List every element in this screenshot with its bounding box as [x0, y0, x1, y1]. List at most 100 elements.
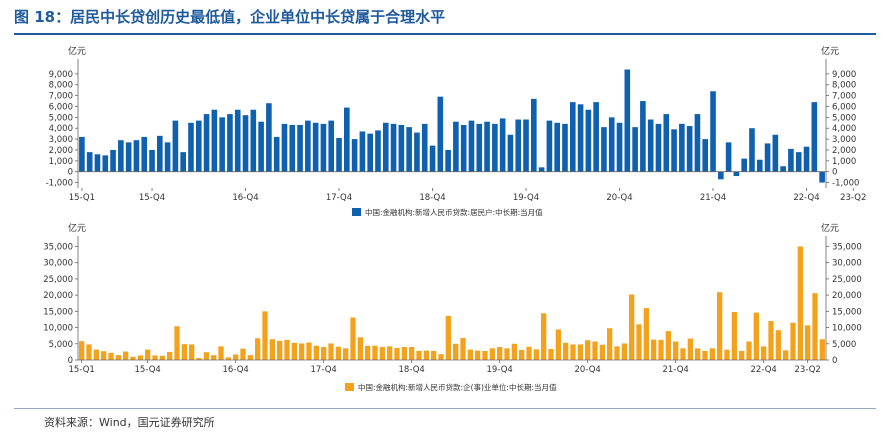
chart1-bar-78 [686, 126, 693, 172]
chart2-bar-24 [255, 338, 261, 360]
chart1-bar-39 [382, 122, 389, 172]
chart1-left-tick-label-2: 1,000 [49, 157, 73, 167]
chart1-bar-68 [608, 117, 615, 172]
chart2-bar-46 [416, 350, 422, 360]
chart1-legend-label: 中国:金融机构:新增人民币贷款:居民户:中长期:当月值 [365, 207, 543, 217]
chart1-bar-53 [492, 123, 498, 172]
chart1-bar-76 [671, 129, 677, 172]
household-loan-chart: 亿元 亿元 -1,00001,0002,0003,0004,0005,0006,… [46, 45, 867, 217]
chart1-bar-61 [554, 122, 560, 172]
chart2-left-tick-label-3: 15,000 [43, 307, 73, 317]
chart1-bar-84 [733, 171, 740, 177]
chart2-bar-15 [189, 344, 195, 360]
chart1-bar-69 [616, 122, 623, 172]
chart1-bar-70 [624, 69, 631, 172]
chart1-bar-50 [468, 120, 475, 172]
chart1-bar-56 [515, 119, 522, 172]
chart2-bar-88 [724, 349, 730, 360]
chart1-bar-92 [795, 152, 802, 172]
chart2-bar-59 [511, 343, 517, 360]
chart1-bars [79, 69, 825, 183]
chart1-bar-8 [141, 136, 148, 172]
chart2-bar-89 [731, 312, 737, 360]
chart2-bar-74 [621, 343, 627, 360]
chart2-bar-83 [687, 338, 693, 360]
chart2-bar-58 [504, 348, 510, 360]
chart2-bar-5 [115, 355, 121, 360]
chart1-right-unit: 亿元 [821, 45, 839, 57]
chart1-bar-80 [702, 139, 709, 172]
chart2-bar-3 [101, 351, 107, 360]
chart2-bar-97 [790, 322, 796, 360]
chart1-bar-72 [640, 101, 646, 172]
chart2-x-axis-labels: 15-Q1 15-Q4 16-Q4 17-Q4 18-Q4 19-Q4 20-Q4 21-Q4… [69, 360, 821, 375]
chart1-bar-17 [211, 109, 218, 172]
chart2-bar-96 [783, 350, 789, 360]
chart1-bar-62 [562, 123, 568, 172]
chart2-bar-100 [812, 293, 818, 360]
footer-rule [14, 408, 876, 409]
chart1-axes [77, 59, 827, 188]
chart2-bar-51 [453, 343, 459, 360]
chart2-bar-60 [519, 349, 525, 360]
chart1-bar-13 [180, 152, 186, 172]
chart1-bar-15 [195, 120, 202, 172]
chart2-bar-67 [570, 344, 576, 360]
chart1-left-tick-label-7: 6,000 [49, 102, 73, 112]
chart1-right-tick-label-2: 1,000 [832, 157, 856, 167]
chart1-bar-57 [523, 119, 529, 172]
chart1-right-tick-label-10: 9,000 [832, 70, 856, 80]
chart2-bar-85 [702, 350, 708, 360]
chart2-axes [77, 236, 827, 361]
chart2-bar-53 [467, 349, 473, 360]
chart2-bar-73 [614, 346, 620, 360]
chart1-bar-88 [764, 143, 771, 172]
chart1-bar-90 [780, 166, 786, 172]
chart2-bar-71 [599, 344, 605, 360]
chart2-bar-99 [805, 325, 811, 360]
chart1-bar-77 [679, 123, 685, 172]
chart2-bar-18 [211, 355, 217, 360]
chart1-bar-94 [811, 102, 818, 172]
chart1-bar-16 [203, 114, 210, 172]
chart1-bar-40 [390, 123, 397, 172]
chart1-bar-66 [593, 102, 599, 172]
chart2-bar-75 [629, 294, 635, 360]
chart2-bar-28 [284, 339, 290, 360]
chart1-bar-54 [499, 118, 506, 172]
chart1-bar-91 [788, 148, 794, 172]
chart1-bar-34 [344, 107, 350, 172]
chart1-bar-81 [710, 91, 716, 172]
chart1-bar-19 [227, 114, 233, 172]
chart2-bar-36 [343, 348, 349, 360]
chart1-bar-18 [219, 117, 225, 172]
chart2-right-tick-label-7: 35,000 [832, 242, 862, 252]
chart1-x-tick-label-7: 21-Q4 [700, 193, 726, 203]
chart1-right-tick-label-5: 4,000 [832, 124, 856, 134]
chart2-bar-79 [658, 339, 664, 360]
figure-title: 图 18：居民中长贷创历史最低值，企业单位中长贷属于合理水平 [14, 8, 446, 26]
chart2-x-tick-label-7: 21-Q4 [663, 365, 689, 375]
chart2-bar-29 [291, 342, 297, 360]
chart2-left-tick-label-4: 20,000 [43, 291, 73, 301]
chart1-right-tick-label-9: 8,000 [832, 81, 856, 91]
chart2-bar-70 [592, 341, 598, 360]
chart2-bar-66 [563, 342, 569, 360]
chart2-bar-57 [497, 347, 503, 360]
chart1-bar-49 [460, 124, 467, 172]
chart1-bar-59 [538, 167, 545, 172]
chart1-left-axis-ticks: -1,00001,0002,0003,0004,0005,0006,0007,0… [46, 70, 78, 189]
chart1-left-tick-label-1: 0 [68, 168, 73, 178]
chart1-bar-7 [133, 140, 140, 172]
chart1-right-tick-label-8: 7,000 [832, 92, 856, 102]
chart2-x-tick-label-8: 22-Q4 [751, 365, 777, 375]
chart1-bar-25 [273, 136, 280, 172]
chart2-bar-22 [240, 348, 246, 360]
chart1-bar-51 [476, 123, 483, 172]
chart1-bar-73 [647, 119, 654, 172]
chart2-left-tick-label-5: 25,000 [43, 275, 73, 285]
chart2-bar-82 [680, 348, 686, 360]
chart1-left-unit: 亿元 [68, 45, 86, 57]
chart2-x-tick-label-9: 23-Q2 [795, 365, 821, 375]
